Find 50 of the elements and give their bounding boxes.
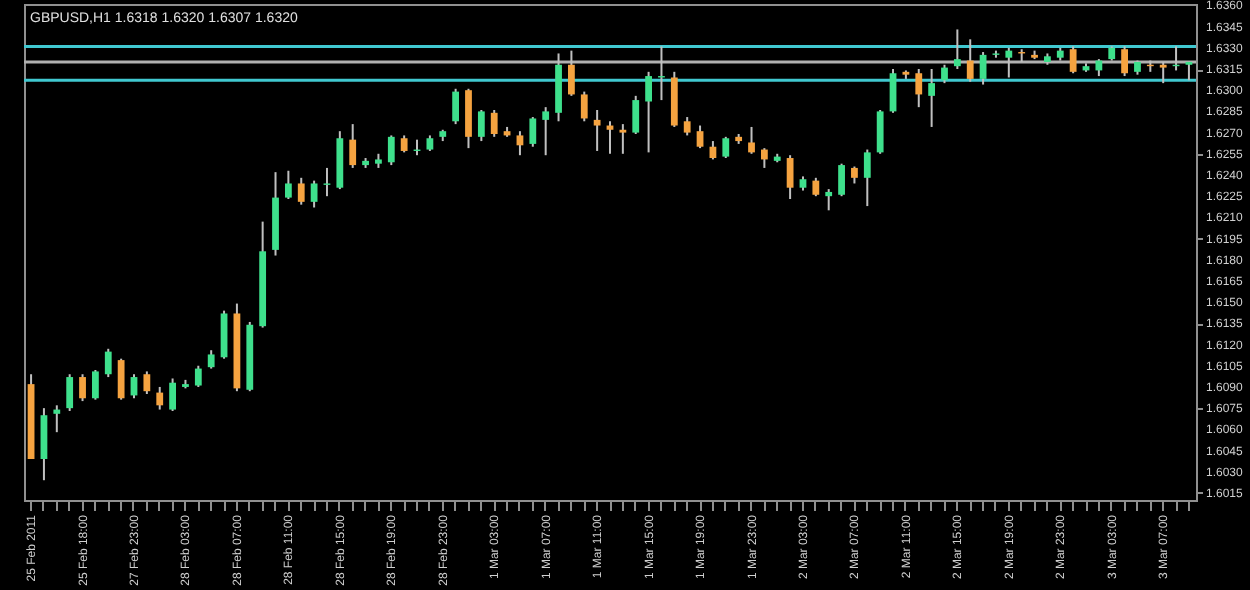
candlestick — [323, 166, 331, 198]
candlestick — [696, 124, 704, 150]
candlestick — [825, 188, 833, 212]
candlestick — [117, 357, 125, 401]
candlestick — [169, 377, 176, 412]
candlestick — [722, 135, 730, 160]
candlestick — [1069, 45, 1077, 75]
candlestick — [53, 404, 61, 434]
candlestick — [748, 125, 755, 155]
candlestick — [66, 373, 74, 412]
candlestick — [863, 148, 871, 208]
candlestick — [387, 134, 395, 167]
candlestick — [92, 368, 99, 401]
candlestick — [786, 154, 794, 201]
candlestick — [529, 116, 537, 148]
candlestick — [568, 49, 575, 97]
candlestick — [812, 176, 820, 198]
candlestick — [1159, 60, 1167, 85]
candlestick — [79, 373, 86, 403]
candlestick — [683, 116, 691, 137]
candlestick — [580, 90, 588, 123]
candlestick — [966, 38, 974, 83]
candlestick — [619, 123, 627, 155]
candlestick — [645, 70, 652, 154]
candlestick — [941, 63, 948, 85]
candlestick — [876, 108, 884, 155]
candlestick — [465, 87, 472, 150]
candlestick — [1005, 46, 1013, 79]
candlestick — [194, 364, 202, 388]
candlestick — [143, 370, 151, 396]
candlestick — [915, 68, 923, 109]
candlestick — [632, 94, 640, 136]
candlestick — [284, 169, 292, 201]
candlestick — [297, 176, 305, 206]
candlestick — [477, 108, 485, 143]
candlestick — [490, 108, 498, 138]
candlestick — [1121, 45, 1128, 78]
candlestick — [928, 68, 936, 128]
candlestick — [104, 347, 112, 379]
candlestick — [953, 28, 961, 70]
candlestick — [838, 162, 845, 198]
candlestick — [760, 147, 768, 169]
candlestick — [593, 108, 601, 152]
candlestick — [207, 349, 215, 370]
candlestick — [156, 385, 164, 411]
candlestick — [349, 123, 357, 169]
candlestick — [452, 87, 460, 126]
candlestick — [516, 130, 524, 157]
candlestick — [542, 106, 550, 157]
candlestick — [310, 179, 318, 209]
